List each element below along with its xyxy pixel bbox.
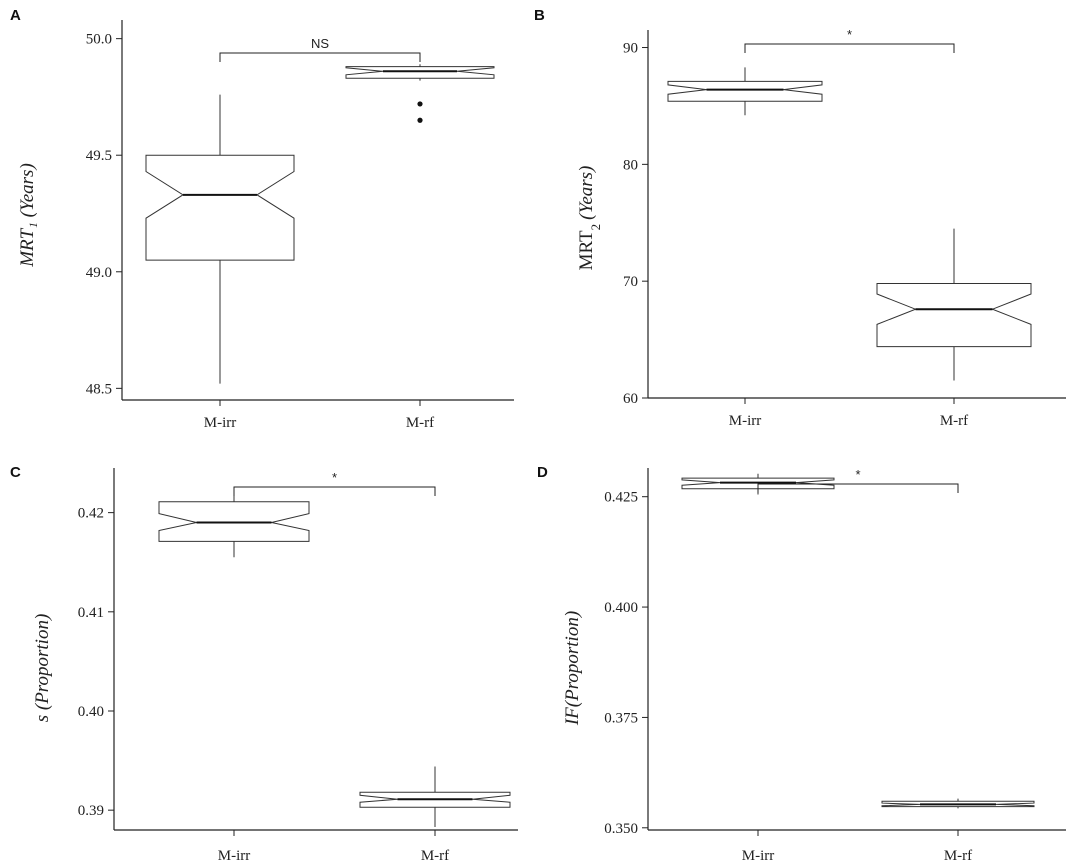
y-axis-label: IF(Proportion) (562, 611, 583, 726)
y-tick-label: 0.39 (78, 803, 104, 819)
outlier-point (417, 101, 423, 107)
x-tick-label: M-rf (421, 848, 449, 864)
x-tick-label: M-rf (944, 848, 972, 864)
y-tick-label: 0.375 (604, 710, 638, 726)
box-m-irr (681, 473, 835, 495)
panel-a: A 48.5 49.0 49.5 50.0 M-irr M-rf MRT₁ (Years) NS (10, 7, 514, 431)
y-axis-label-subscript: 2 (588, 224, 603, 231)
x-tick-label: M-rf (940, 413, 968, 429)
notched-box (876, 283, 1032, 348)
y-tick-label: 0.40 (78, 704, 104, 720)
box-m-rf (345, 64, 495, 123)
significance-bracket (219, 52, 421, 62)
panel-letter: A (10, 7, 21, 24)
y-tick-label: 49.5 (86, 148, 112, 164)
outlier-point (417, 117, 423, 123)
box-m-irr (145, 94, 295, 384)
box-m-irr (158, 487, 310, 558)
y-tick-label: 80 (623, 157, 638, 173)
y-tick-label: 0.425 (604, 490, 638, 506)
y-axis-label: MRT₁ (Years) (17, 163, 38, 268)
significance-bracket (757, 483, 959, 493)
panel-c: C 0.39 0.40 0.41 0.42 M-irr M-rf s (Proportion)… (10, 464, 518, 864)
significance-label: * (847, 27, 852, 42)
significance-label: NS (311, 36, 329, 51)
y-axis-label-main: MRT (576, 230, 597, 270)
significance-label: * (332, 470, 337, 485)
panel-letter: C (10, 464, 21, 481)
panel-letter: D (537, 464, 548, 481)
y-tick-label: 70 (623, 274, 638, 290)
notched-box (345, 66, 495, 79)
box-m-rf (876, 228, 1032, 381)
panel-d: D 0.350 0.375 0.400 0.425 M-irr M-rf IF(Proport… (537, 464, 1066, 864)
y-tick-label: 0.41 (78, 605, 104, 621)
panel-letter: B (534, 7, 545, 24)
significance-label: * (855, 467, 860, 482)
notched-box (145, 154, 295, 261)
x-tick-label: M-irr (729, 413, 762, 429)
y-tick-label: 50.0 (86, 32, 112, 48)
box-m-rf (881, 798, 1035, 809)
x-tick-label: M-irr (742, 848, 775, 864)
x-tick-label: M-rf (406, 415, 434, 431)
y-tick-label: 60 (623, 391, 638, 407)
y-tick-label: 0.350 (604, 821, 638, 837)
panel-b: B 60 70 80 90 M-irr M-rf MRT2 (Years) * (534, 7, 1066, 429)
y-axis-label-unit: (Years) (576, 166, 597, 220)
y-tick-label: 48.5 (86, 381, 112, 397)
x-tick-label: M-irr (204, 415, 237, 431)
y-tick-label: 0.400 (604, 600, 638, 616)
significance-bracket (233, 486, 436, 496)
y-tick-label: 90 (623, 41, 638, 57)
y-tick-label: 0.42 (78, 506, 104, 522)
box-m-rf (359, 766, 511, 828)
y-axis-label: s (Proportion) (32, 614, 53, 723)
y-tick-label: 49.0 (86, 265, 112, 281)
notched-box (667, 80, 823, 102)
x-tick-label: M-irr (218, 848, 251, 864)
significance-bracket (744, 43, 955, 53)
box-m-irr (667, 67, 823, 116)
y-axis-label: MRT2 (Years) (576, 166, 603, 271)
